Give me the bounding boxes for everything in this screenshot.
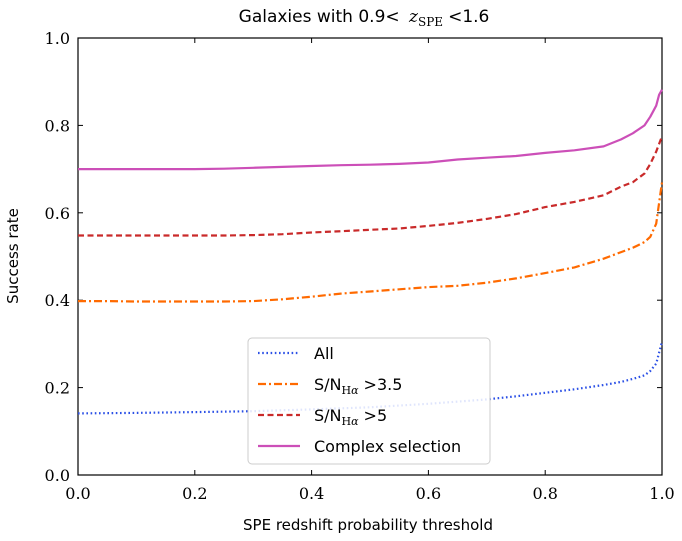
x-tick-label: 0.4 [299,484,324,503]
chart-title-prefix: Galaxies with 0.9< [239,7,400,27]
x-tick-label: 0.8 [532,484,557,503]
chart-title: Galaxies with 0.9< zSPE <1.6 [239,7,490,29]
y-tick-label: 0.0 [45,466,70,485]
x-tick-label: 0.6 [416,484,441,503]
y-tick-label: 0.8 [45,116,70,135]
y-tick-label: 0.6 [45,204,70,223]
legend-label: S/NHα >5 [314,406,387,428]
y-tick-label: 1.0 [45,29,70,48]
series-line-1 [78,182,664,303]
x-tick-label: 0.0 [65,484,90,503]
series-group [77,89,664,415]
y-axis-label: Success rate [4,208,22,304]
legend-box [247,337,491,465]
chart-title-variable: z [408,7,419,27]
legend-label: Complex selection [314,437,461,456]
y-axis: 0.0 0.2 0.4 0.6 0.8 1.0 [45,29,662,485]
plot-frame [77,37,663,476]
chart-title-suffix: <1.6 [448,7,489,27]
plot-area [77,37,663,476]
x-tick-label: 1.0 [649,484,674,503]
x-tick-label: 0.2 [182,484,207,503]
series-line-2 [78,135,664,237]
chart-title-subscript: SPE [418,15,443,29]
y-tick-label: 0.4 [45,291,70,310]
legend: All S/NHα >3.5 S/NHα >5 Complex selection [247,337,491,465]
x-axis-label: SPE redshift probability threshold [243,516,493,534]
legend-label: All [314,344,334,363]
y-tick-label: 0.2 [45,379,70,398]
x-axis: 0.0 0.2 0.4 0.6 0.8 1.0 [65,38,675,503]
legend-label: S/NHα >3.5 [314,375,402,397]
series-line-3 [78,89,663,171]
